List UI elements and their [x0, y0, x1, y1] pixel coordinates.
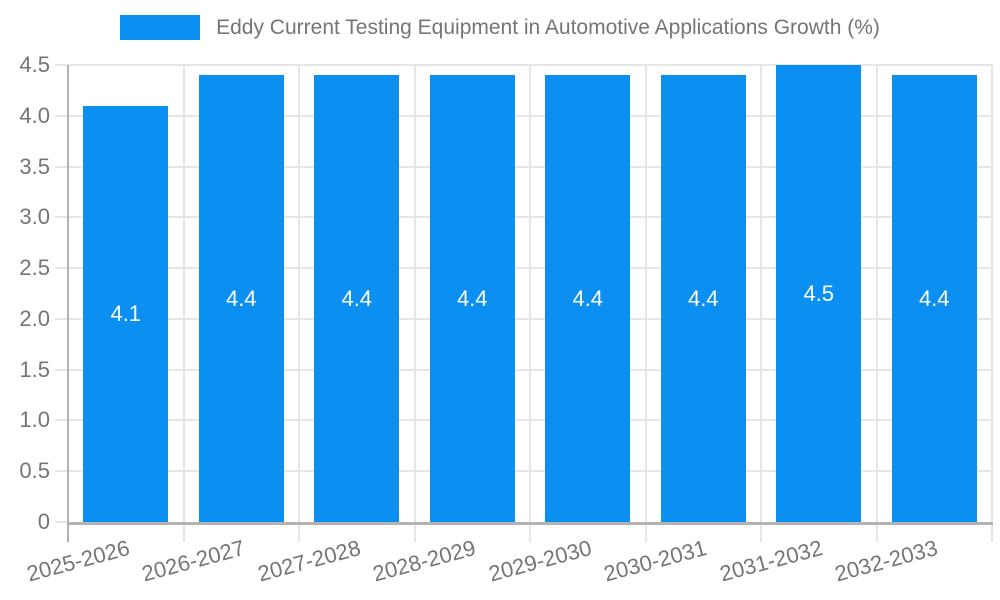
legend: Eddy Current Testing Equipment in Automo…: [0, 15, 1000, 40]
y-tick-label: 2.0: [19, 305, 50, 331]
x-tick-mark: [413, 522, 416, 542]
x-tick-mark: [182, 522, 185, 542]
x-gridline: [875, 65, 878, 522]
y-tick-label: 1.0: [19, 407, 50, 433]
x-tick-mark: [991, 522, 993, 542]
x-gridline: [644, 65, 647, 522]
x-axis-line: [67, 522, 993, 525]
x-tick-mark: [298, 522, 300, 542]
y-tick-label: 3.0: [19, 204, 50, 230]
bar: [891, 75, 977, 522]
y-tick-label: 4.5: [19, 52, 50, 77]
y-tick-mark: [55, 521, 68, 523]
y-axis-line: [67, 65, 69, 542]
bar: [776, 65, 862, 522]
y-tick-label: 0.5: [19, 458, 50, 484]
y-tick-mark: [55, 368, 68, 371]
bar: [545, 75, 631, 522]
bar: [314, 75, 400, 522]
bar-value-label: 4.4: [225, 285, 257, 311]
y-tick-label: 1.5: [19, 356, 50, 382]
bar: [83, 105, 169, 522]
x-gridline: [413, 65, 416, 522]
bar-value-label: 4.5: [803, 280, 835, 306]
y-tick-mark: [55, 317, 68, 320]
bar-value-label: 4.4: [918, 285, 950, 311]
y-tick-mark: [55, 216, 68, 219]
x-gridline: [298, 65, 300, 522]
bar: [660, 75, 746, 522]
x-tick-mark: [875, 522, 878, 542]
x-tick-mark: [760, 522, 762, 542]
y-tick-label: 0: [37, 509, 50, 534]
bar-value-label: 4.1: [110, 300, 142, 326]
x-gridline: [760, 65, 762, 522]
x-gridline: [529, 65, 531, 522]
x-tick-mark: [644, 522, 647, 542]
y-tick-label: 4.0: [19, 102, 50, 128]
y-tick-label: 3.5: [19, 153, 50, 179]
legend-swatch: [120, 15, 201, 40]
bar: [429, 75, 515, 522]
bar-value-label: 4.4: [341, 285, 373, 311]
y-tick-mark: [55, 114, 68, 117]
x-gridline: [182, 65, 185, 522]
y-tick-mark: [55, 165, 68, 168]
y-tick-mark: [55, 470, 68, 473]
legend-label: Eddy Current Testing Equipment in Automo…: [216, 15, 880, 39]
x-gridline: [991, 65, 993, 522]
y-tick-mark: [55, 419, 68, 422]
x-tick-mark: [529, 522, 531, 542]
y-tick-label: 2.5: [19, 255, 50, 281]
bar-value-label: 4.4: [572, 285, 604, 311]
bar-value-label: 4.4: [456, 285, 488, 311]
y-tick-mark: [55, 64, 68, 66]
bar: [198, 75, 284, 522]
bar-value-label: 4.4: [687, 285, 719, 311]
y-tick-mark: [55, 267, 68, 270]
